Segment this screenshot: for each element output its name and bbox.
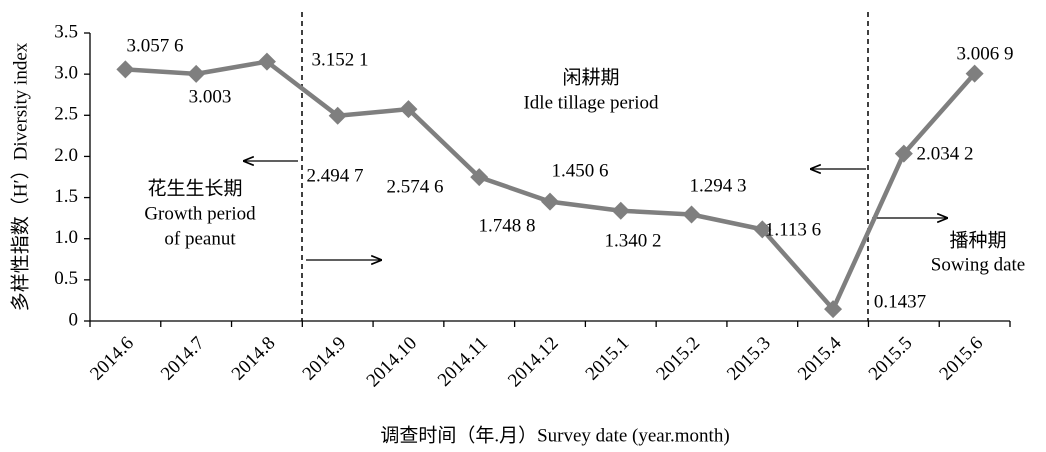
y-tick-label: 0	[69, 309, 79, 330]
x-tick-label: 2014.7	[157, 333, 209, 385]
marker	[328, 106, 347, 125]
data-label: 1.340 2	[605, 230, 662, 251]
y-tick-label: 2.5	[54, 104, 78, 125]
marker	[611, 201, 630, 220]
data-label: 2.574 6	[387, 176, 444, 197]
annotation: Idle tillage period	[523, 92, 659, 113]
annotation: of peanut	[164, 228, 236, 249]
annotation: Growth period	[144, 203, 256, 224]
x-tick-label: 2014.9	[299, 333, 351, 385]
marker	[824, 300, 843, 319]
x-tick-label: 2014.8	[228, 333, 280, 385]
x-tick-label: 2015.1	[582, 333, 634, 385]
y-axis-title: 多样性指数（H′）Diversity index	[9, 42, 31, 311]
data-label: 2.034 2	[917, 143, 974, 164]
y-tick-label: 2.0	[54, 145, 78, 166]
y-tick-label: 1.0	[54, 227, 78, 248]
data-label: 1.113 6	[765, 219, 821, 240]
data-label: 3.152 1	[312, 49, 369, 70]
data-label: 2.494 7	[307, 165, 364, 186]
marker	[541, 192, 559, 211]
marker	[399, 100, 418, 119]
data-label: 1.450 6	[552, 160, 609, 181]
x-tick-label: 2014.11	[434, 333, 492, 391]
data-label: 1.294 3	[690, 175, 747, 196]
marker	[187, 64, 206, 83]
x-tick-label: 2015.4	[794, 332, 846, 384]
y-tick-label: 3.5	[54, 21, 78, 42]
x-tick-label: 2014.12	[504, 333, 563, 392]
annotation: 闲耕期	[562, 66, 619, 88]
marker	[470, 168, 489, 187]
annotation: 播种期	[949, 229, 1006, 251]
y-tick-label: 1.5	[54, 186, 78, 207]
annotation: 花生生长期	[147, 177, 242, 199]
marker	[753, 220, 772, 239]
marker	[682, 205, 701, 224]
marker	[116, 60, 135, 79]
x-axis-title: 调查时间（年.月）Survey date (year.month)	[380, 424, 729, 446]
data-label: 0.1437	[874, 291, 926, 312]
data-label: 3.006 9	[957, 43, 1014, 64]
y-tick-label: 0.5	[54, 268, 78, 289]
data-label: 1.748 8	[479, 215, 536, 236]
x-tick-label: 2014.10	[363, 333, 422, 392]
x-tick-label: 2015.2	[652, 333, 704, 385]
marker	[965, 64, 984, 83]
y-tick-label: 3.0	[54, 63, 78, 84]
x-tick-label: 2015.3	[723, 333, 775, 385]
annotation: Sowing date	[931, 254, 1025, 275]
x-tick-label: 2014.6	[86, 333, 138, 385]
marker	[894, 144, 913, 163]
x-tick-label: 2015.6	[935, 333, 987, 385]
data-label: 3.057 6	[127, 35, 184, 56]
marker	[257, 52, 276, 71]
x-tick-label: 2015.5	[865, 333, 917, 385]
data-label: 3.003	[189, 86, 232, 107]
